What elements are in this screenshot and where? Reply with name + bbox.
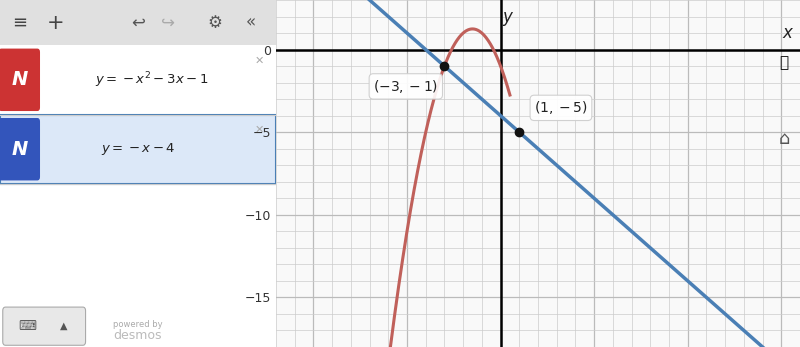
Text: ↪: ↪	[162, 14, 175, 32]
Text: ▲: ▲	[60, 321, 67, 331]
FancyBboxPatch shape	[0, 0, 276, 45]
Text: «: «	[246, 14, 256, 32]
FancyBboxPatch shape	[0, 45, 276, 115]
Text: $(1, -5)$: $(1, -5)$	[534, 99, 588, 116]
Text: x: x	[782, 24, 793, 42]
Text: +: +	[46, 12, 64, 33]
Text: ↩: ↩	[131, 14, 145, 32]
Text: 🔧: 🔧	[779, 55, 789, 70]
Text: N: N	[11, 140, 27, 159]
Text: N: N	[11, 70, 27, 89]
Text: $(-3, -1)$: $(-3, -1)$	[374, 78, 438, 95]
Text: ⌨: ⌨	[18, 320, 37, 333]
FancyBboxPatch shape	[2, 307, 86, 345]
Text: $y = -x^2 - 3x - 1$: $y = -x^2 - 3x - 1$	[95, 70, 209, 90]
FancyBboxPatch shape	[0, 118, 40, 180]
FancyBboxPatch shape	[0, 49, 40, 111]
Text: ≡: ≡	[12, 14, 27, 32]
FancyBboxPatch shape	[0, 115, 276, 184]
Text: ✕: ✕	[254, 56, 264, 66]
Text: ✕: ✕	[254, 125, 264, 135]
Text: ⚙: ⚙	[208, 14, 222, 32]
Text: $y = -x - 4$: $y = -x - 4$	[101, 141, 175, 157]
Text: ⌂: ⌂	[778, 130, 790, 148]
Text: y: y	[502, 8, 512, 26]
Text: desmos: desmos	[114, 329, 162, 342]
Text: powered by: powered by	[113, 320, 163, 329]
